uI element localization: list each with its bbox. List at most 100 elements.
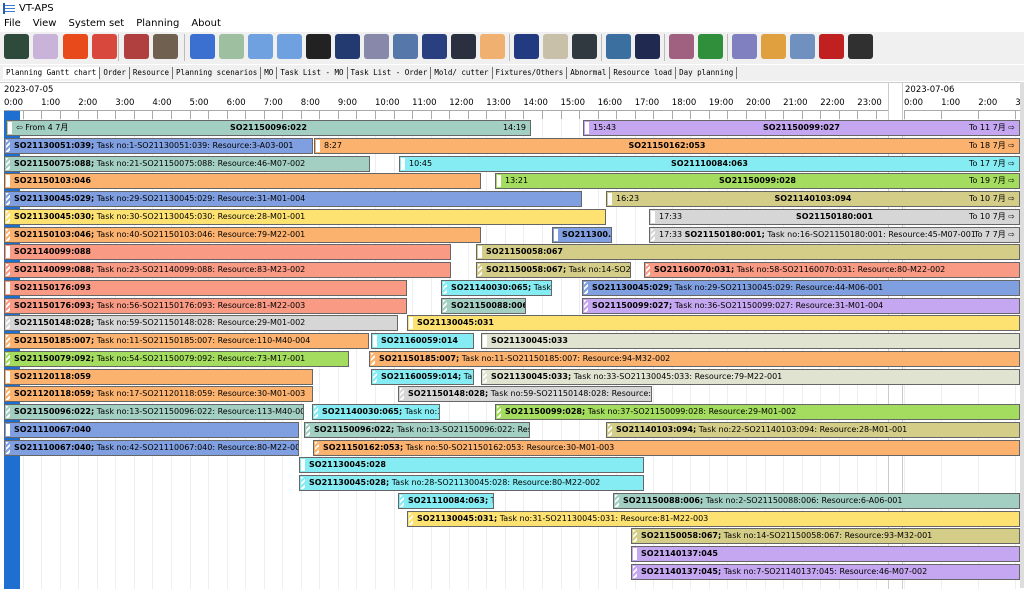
task-bar[interactable]: SO21150099:028; Task no:37-SO21150099:02…: [495, 404, 1020, 420]
task-bar[interactable]: ⇦ From 4 7月 SO21150096:022 14:19: [6, 120, 531, 136]
task-bar[interactable]: SO21130051:039; Task no:1-SO21130051:039…: [4, 137, 313, 154]
task-bar[interactable]: SO21150148:028; Task no:59-SO21150148:02…: [398, 386, 652, 403]
tab-planning-gantt-chart[interactable]: Planning Gantt chart: [3, 67, 101, 79]
task-bar[interactable]: SO21150079:092; Task no:54-SO21150079:09…: [4, 350, 349, 367]
tab-order[interactable]: Order: [100, 67, 130, 79]
task-bar[interactable]: SO21120118:059; Task no:17-SO21120118:05…: [4, 386, 313, 403]
menu-about[interactable]: About: [191, 18, 221, 29]
hand-icon[interactable]: [480, 34, 505, 59]
task-bar[interactable]: SO21150185:007; Task no:11-SO21150185:00…: [4, 333, 369, 349]
layout-refresh-icon[interactable]: [790, 34, 815, 59]
task-bar[interactable]: 16:23 SO21140103:094 To 10 7月 ⇨: [606, 191, 1020, 207]
vertical-scrollbar[interactable]: [1020, 82, 1024, 588]
task-bar[interactable]: 13:21 SO21150099:028 To 19 7月 ⇨: [495, 173, 1020, 190]
task-bar[interactable]: SO21150099:027; Task no:36-SO21150099:02…: [582, 297, 1020, 314]
stack-icon[interactable]: [819, 34, 844, 59]
print-icon[interactable]: [335, 34, 360, 59]
dashboard-icon[interactable]: [422, 34, 447, 59]
task-bar[interactable]: SO21160070:031; Task no:58-SO21160070:03…: [644, 262, 1020, 278]
task-bar[interactable]: SO21130045:033; Task no:33-SO21130045:03…: [481, 368, 1020, 385]
task-bar[interactable]: SO21140030:065; Task...: [441, 279, 552, 296]
task-bar[interactable]: SO21110067:040; Task no:42-SO21110067:04…: [4, 439, 299, 456]
task-bar[interactable]: SO21150096:022; Task no:13-SO21150096:02…: [4, 404, 304, 420]
task-bar[interactable]: SO21150075:088; Task no:21-SO21150075:08…: [4, 155, 370, 172]
staff-list-icon[interactable]: [124, 34, 149, 59]
task-bar[interactable]: SO211300...: [552, 226, 612, 243]
save-export-icon[interactable]: [572, 34, 597, 59]
task-bar[interactable]: SO21140030:065; Task no:3...: [312, 404, 440, 420]
task-bar[interactable]: 10:45 SO21110084:063 To 17 7月 ⇨: [399, 155, 1020, 172]
task-bar[interactable]: 15:43 SO21150099:027 To 11 7月 ⇨: [583, 120, 1020, 136]
clock-icon[interactable]: [761, 34, 786, 59]
teapot-icon[interactable]: [33, 34, 58, 59]
calendar-icon[interactable]: [306, 34, 331, 59]
clipboard-add-icon[interactable]: [543, 34, 568, 59]
tab-abnormal[interactable]: Abnormal: [567, 67, 611, 79]
scanner-icon[interactable]: [514, 34, 539, 59]
report-icon[interactable]: [219, 34, 244, 59]
tab-day-planning[interactable]: Day planning: [676, 67, 738, 79]
zoom-out-icon[interactable]: [277, 34, 302, 59]
task-bar[interactable]: SO21130045:029; Task no:29-SO21130045:02…: [4, 191, 582, 207]
task-bar[interactable]: SO21150103:046: [4, 173, 481, 190]
folder-icon[interactable]: [92, 34, 117, 59]
task-bar[interactable]: SO21150058:067: [476, 244, 1020, 261]
tab-task-list-mo[interactable]: Task List - MO: [277, 67, 348, 79]
task-bar[interactable]: SO21140099:088: [4, 244, 451, 261]
task-bar[interactable]: SO21150096:022; Task no:13-SO21150096:02…: [304, 421, 530, 438]
task-bar[interactable]: SO21160059:014: [371, 333, 474, 349]
task-bar[interactable]: 17:33 SO21150180:001 To 10 7月 ⇨: [649, 208, 1020, 225]
floppy-icon[interactable]: [848, 34, 873, 59]
task-bar[interactable]: SO21140099:088; Task no:23-SO21140099:08…: [4, 262, 451, 278]
machine-icon[interactable]: [364, 34, 389, 59]
chart-icon[interactable]: [63, 34, 88, 59]
task-bar[interactable]: SO21140137:045: [631, 546, 1020, 562]
task-bar[interactable]: SO21140103:094; Task no:22-SO21140103:09…: [606, 421, 1020, 438]
menu-view[interactable]: View: [32, 18, 57, 29]
task-bar[interactable]: SO21150088:006; Task no:2-SO21150088:006…: [613, 492, 1020, 509]
tab-resource[interactable]: Resource: [130, 67, 174, 79]
task-bar[interactable]: SO21160059:014; Ta...: [371, 368, 474, 385]
task-bar[interactable]: SO21150088:006;: [441, 297, 526, 314]
task-bar[interactable]: SO21140137:045; Task no:7-SO21140137:045…: [631, 563, 1020, 580]
task-bar[interactable]: SO21150058:067; Task no:14-SO21150058:06…: [631, 528, 1020, 545]
task-bar[interactable]: SO21130045:031: [407, 315, 1020, 332]
zoom-in-icon[interactable]: [248, 34, 273, 59]
task-bar[interactable]: 8:27 SO21150162:053 To 18 7月 ⇨: [314, 137, 1020, 154]
task-bar[interactable]: SO21130045:029; Task no:29-SO21130045:02…: [582, 279, 1020, 296]
task-bar[interactable]: SO21150162:053; Task no:50-SO21150162:05…: [313, 439, 1020, 456]
folder-open-icon[interactable]: [606, 34, 631, 59]
tab-mo[interactable]: MO: [261, 67, 278, 79]
tab-planning-scenarios[interactable]: Planning scenarios: [173, 67, 262, 79]
tab-mold-cutter[interactable]: Mold/ cutter: [431, 67, 493, 79]
task-bar[interactable]: SO21110067:040: [4, 421, 299, 438]
task-bar[interactable]: 17:33 SO21150180:001; Task no:16-SO21150…: [649, 226, 1020, 243]
tab-fixtures-others[interactable]: Fixtures/Others: [493, 67, 568, 79]
gears-icon[interactable]: [153, 34, 178, 59]
menu-planning[interactable]: Planning: [136, 18, 180, 29]
refresh-icon[interactable]: [4, 34, 29, 59]
task-bar[interactable]: SO21130045:031; Task no:31-SO21130045:03…: [407, 510, 1020, 527]
task-bar[interactable]: SO21150176:093; Task no:56-SO21150176:09…: [4, 297, 407, 314]
task-bar[interactable]: SO21130045:028: [299, 457, 644, 474]
task-bar[interactable]: SO21130045:030; Task no:30-SO21130045:03…: [4, 208, 606, 225]
task-bar[interactable]: SO21120118:059: [4, 368, 313, 385]
task-bar[interactable]: SO21150058:067; Task no:14-SO21...: [476, 262, 631, 278]
task-bar[interactable]: SO21130045:028; Task no:28-SO21130045:02…: [299, 475, 644, 491]
task-bar[interactable]: SO21130045:033: [481, 333, 1020, 349]
task-bar[interactable]: SO21110084:063; T...: [398, 492, 494, 509]
grid-icon[interactable]: [393, 34, 418, 59]
shield-icon[interactable]: [451, 34, 476, 59]
task-bar[interactable]: SO21150176:093: [4, 279, 407, 296]
gantt-icon[interactable]: [190, 34, 215, 59]
menu-file[interactable]: File: [4, 18, 21, 29]
menu-system-set[interactable]: System set: [68, 18, 125, 29]
task-bar[interactable]: SO21150185:007; Task no:11-SO21150185:00…: [369, 350, 1020, 367]
settings-icon[interactable]: [635, 34, 660, 59]
layout-icon[interactable]: [669, 34, 694, 59]
task-bar[interactable]: SO21150103:046; Task no:40-SO21150103:04…: [4, 226, 481, 243]
task-bar[interactable]: SO21150148:028; Task no:59-SO21150148:02…: [4, 315, 398, 332]
excel-icon[interactable]: [698, 34, 723, 59]
tab-resource-load[interactable]: Resource load: [610, 67, 677, 79]
tab-task-list-order[interactable]: Task List - Order: [348, 67, 432, 79]
